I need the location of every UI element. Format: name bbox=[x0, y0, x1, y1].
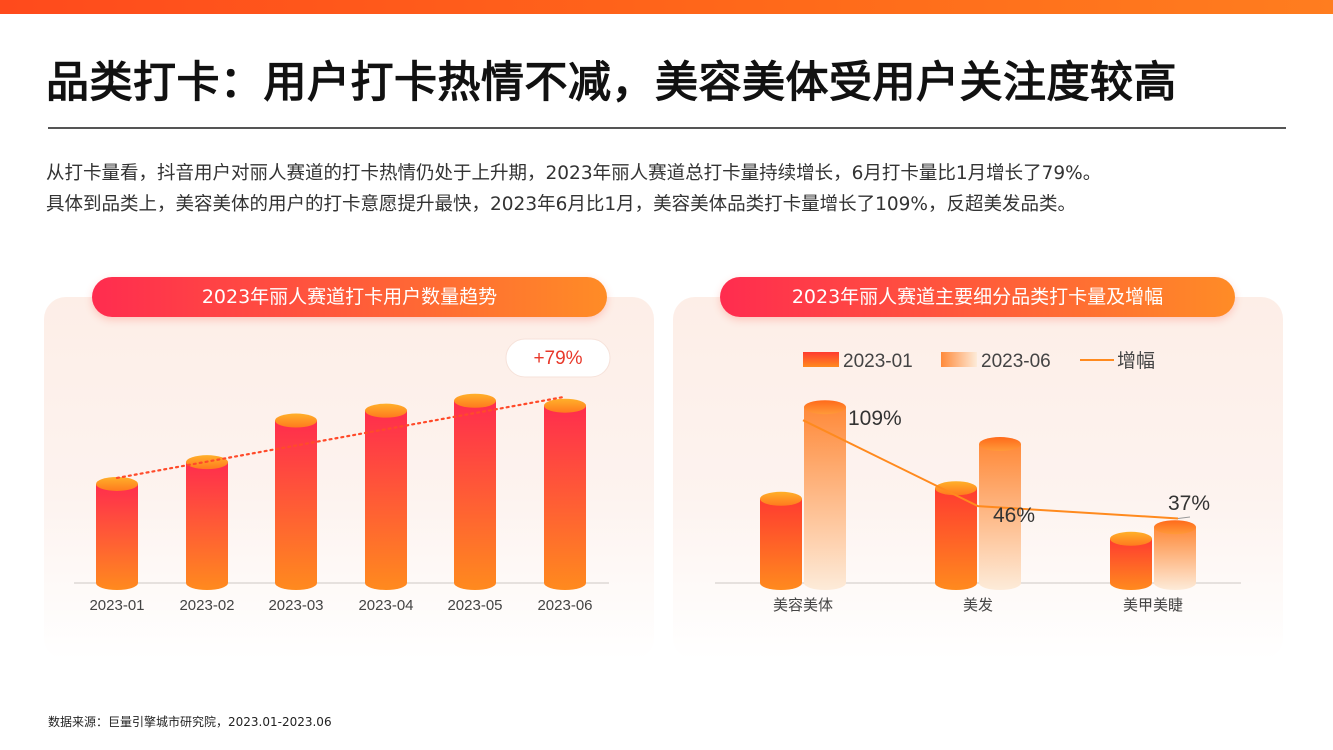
bar-2023-03-body bbox=[275, 420, 317, 590]
bar-2023-02-body bbox=[186, 462, 228, 590]
bar-美甲美睫-2023-01-body bbox=[1110, 538, 1152, 590]
summary-line-1: 从打卡量看，抖音用户对丽人赛道的打卡热情仍处于上升期，2023年丽人赛道总打卡量… bbox=[46, 163, 1102, 184]
chart-title-right: 2023年丽人赛道主要细分品类打卡量及增幅 bbox=[720, 277, 1235, 317]
bar-美发-2023-06-cap bbox=[979, 437, 1021, 452]
x-tick-label: 美容美体 bbox=[773, 597, 833, 614]
bar-2023-05-cap bbox=[454, 393, 496, 408]
bar-美容美体-2023-06-body bbox=[804, 407, 846, 590]
growth-annotation-label: +79% bbox=[533, 348, 582, 369]
bar-美发-2023-01 bbox=[935, 481, 977, 590]
bar-2023-01-cap bbox=[96, 476, 138, 491]
bar-2023-02 bbox=[186, 455, 228, 590]
top-accent-bar bbox=[0, 0, 1333, 14]
summary-line-2: 具体到品类上，美容美体的用户的打卡意愿提升最快，2023年6月比1月，美容美体品… bbox=[46, 194, 1077, 215]
legend-swatch-2023-01 bbox=[803, 352, 839, 367]
bar-美容美体-2023-01-cap bbox=[760, 491, 802, 506]
bar-美发-2023-06 bbox=[979, 437, 1021, 590]
bar-美甲美睫-2023-06-body bbox=[1154, 527, 1196, 590]
bar-2023-03 bbox=[275, 413, 317, 590]
title-divider bbox=[48, 127, 1286, 129]
bar-2023-04-cap bbox=[365, 403, 407, 418]
bar-2023-05-body bbox=[454, 400, 496, 590]
bar-2023-06 bbox=[544, 398, 586, 590]
bar-美容美体-2023-01-body bbox=[760, 498, 802, 590]
x-tick-label: 2023-06 bbox=[537, 597, 592, 614]
page-title: 品类打卡：用户打卡热情不减，美容美体受用户关注度较高 bbox=[46, 58, 1177, 108]
legend-swatch-2023-06 bbox=[941, 352, 977, 367]
bar-美容美体-2023-06-cap bbox=[804, 400, 846, 415]
x-tick-label: 2023-04 bbox=[358, 597, 413, 614]
growth-label: 109% bbox=[848, 407, 902, 430]
growth-annotation-bubble bbox=[505, 338, 611, 378]
bar-2023-05 bbox=[454, 393, 496, 590]
trend-line bbox=[115, 395, 567, 480]
bar-美容美体-2023-06 bbox=[804, 400, 846, 590]
bar-美容美体-2023-01 bbox=[760, 491, 802, 590]
bar-2023-01 bbox=[96, 476, 138, 590]
bar-2023-06-body bbox=[544, 405, 586, 590]
legend-label-growth: 增幅 bbox=[1117, 350, 1155, 372]
chart-title-left: 2023年丽人赛道打卡用户数量趋势 bbox=[92, 277, 607, 317]
bar-2023-01-body bbox=[96, 483, 138, 590]
chart-panel-right bbox=[673, 297, 1283, 660]
x-tick-label: 2023-02 bbox=[179, 597, 234, 614]
x-tick-label: 2023-03 bbox=[268, 597, 323, 614]
legend-label-2023-01: 2023-01 bbox=[843, 351, 913, 372]
growth-line bbox=[802, 419, 1179, 520]
x-tick-label: 美发 bbox=[963, 597, 993, 614]
bar-2023-04 bbox=[365, 403, 407, 590]
growth-label: 37% bbox=[1168, 492, 1210, 515]
legend-label-2023-06: 2023-06 bbox=[981, 351, 1051, 372]
growth-label-leader bbox=[1177, 516, 1191, 519]
bar-2023-04-body bbox=[365, 410, 407, 590]
summary-text: 从打卡量看，抖音用户对丽人赛道的打卡热情仍处于上升期，2023年丽人赛道总打卡量… bbox=[46, 158, 1286, 220]
bar-美甲美睫-2023-01-cap bbox=[1110, 531, 1152, 546]
bar-美甲美睫-2023-06-cap bbox=[1154, 520, 1196, 535]
bar-美甲美睫-2023-01 bbox=[1110, 531, 1152, 590]
bar-美发-2023-01-body bbox=[935, 488, 977, 590]
x-tick-label: 2023-01 bbox=[89, 597, 144, 614]
bar-2023-06-cap bbox=[544, 398, 586, 413]
bar-美发-2023-06-body bbox=[979, 444, 1021, 590]
bar-2023-03-cap bbox=[275, 413, 317, 428]
bar-美发-2023-01-cap bbox=[935, 481, 977, 496]
x-tick-label: 2023-05 bbox=[447, 597, 502, 614]
bar-美甲美睫-2023-06 bbox=[1154, 520, 1196, 590]
growth-label: 46% bbox=[993, 504, 1035, 527]
data-source-note: 数据来源：巨量引擎城市研究院，2023.01-2023.06 bbox=[48, 715, 332, 729]
x-tick-label: 美甲美睫 bbox=[1123, 597, 1183, 614]
